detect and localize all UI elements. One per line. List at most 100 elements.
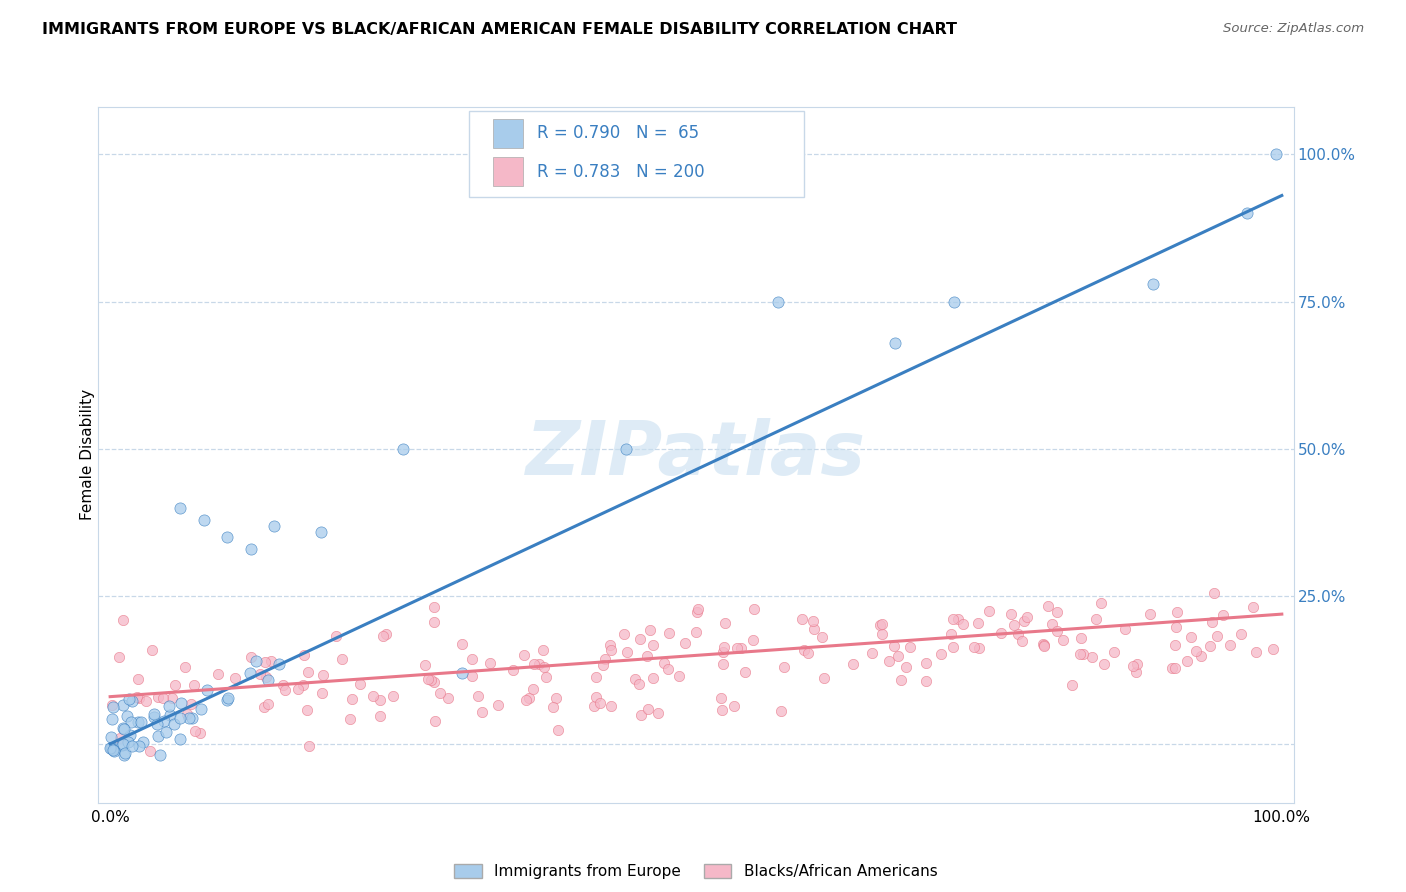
Point (711, 657, 734, 672)
Point (162, 691, 184, 706)
Point (103, 744, 125, 758)
Point (952, 616, 974, 631)
Point (652, 656, 675, 670)
Point (939, 627, 962, 641)
Point (368, 692, 391, 706)
Point (870, 617, 893, 632)
Legend: Immigrants from Europe, Blacks/African Americans: Immigrants from Europe, Blacks/African A… (449, 858, 943, 886)
Point (120, 728, 142, 742)
Point (361, 689, 384, 703)
Point (240, 650, 263, 665)
Point (479, 656, 502, 670)
Point (741, 633, 763, 648)
Point (742, 602, 765, 616)
Point (979, 604, 1001, 618)
Point (1052, 632, 1074, 647)
Point (915, 673, 938, 688)
Point (157, 699, 180, 714)
Point (842, 657, 865, 671)
Point (129, 714, 152, 729)
Point (641, 671, 664, 685)
Point (121, 739, 143, 754)
Point (127, 672, 149, 686)
Point (297, 665, 319, 680)
Point (217, 691, 239, 706)
Point (658, 625, 681, 640)
Point (127, 690, 149, 704)
Point (371, 629, 394, 643)
Point (117, 692, 139, 706)
Point (790, 612, 813, 626)
Point (673, 635, 696, 649)
Point (471, 706, 494, 720)
Point (1032, 637, 1054, 651)
Point (382, 689, 405, 703)
Point (451, 637, 474, 651)
Point (1122, 658, 1144, 673)
Point (582, 698, 605, 713)
Point (165, 677, 187, 691)
Point (195, 682, 218, 697)
Point (1062, 678, 1084, 692)
Point (688, 601, 710, 615)
Point (1011, 634, 1033, 648)
Point (245, 655, 267, 669)
Point (599, 699, 621, 714)
Point (159, 707, 181, 722)
Point (190, 702, 212, 716)
Point (668, 669, 690, 683)
Point (1164, 638, 1187, 652)
Point (142, 707, 165, 722)
Point (627, 677, 650, 691)
Point (461, 669, 484, 683)
Point (967, 616, 990, 631)
Point (423, 600, 446, 615)
Point (287, 681, 309, 696)
Point (914, 656, 936, 670)
Point (1032, 638, 1054, 652)
Point (111, 698, 134, 712)
Point (1092, 657, 1115, 672)
Point (1085, 612, 1108, 626)
Point (1175, 655, 1198, 669)
Point (111, 613, 134, 627)
Point (730, 640, 752, 655)
Point (793, 643, 815, 657)
Point (146, 690, 169, 704)
Point (188, 725, 211, 739)
Point (127, 714, 149, 729)
Point (1126, 657, 1149, 671)
Point (869, 618, 891, 632)
Point (546, 691, 568, 706)
Point (811, 630, 834, 644)
Point (536, 670, 558, 684)
Point (527, 657, 550, 671)
Point (593, 652, 616, 666)
Point (613, 626, 636, 640)
Point (143, 710, 166, 724)
Point (217, 531, 239, 545)
Point (115, 709, 138, 723)
Point (942, 640, 965, 654)
Point (101, 698, 124, 712)
Point (121, 694, 143, 708)
Point (1180, 630, 1202, 644)
Point (898, 640, 921, 655)
Point (112, 721, 135, 735)
Point (1212, 607, 1234, 622)
Point (392, 442, 415, 456)
Point (114, 747, 136, 761)
Point (1206, 629, 1229, 643)
Point (942, 294, 965, 309)
Point (884, 335, 907, 350)
Point (112, 723, 135, 737)
Point (117, 735, 139, 749)
Point (259, 654, 281, 668)
Point (173, 660, 195, 674)
Point (1236, 206, 1258, 220)
Point (523, 657, 546, 672)
Point (624, 672, 647, 686)
Point (312, 668, 335, 682)
Point (929, 648, 952, 662)
Point (543, 700, 565, 714)
